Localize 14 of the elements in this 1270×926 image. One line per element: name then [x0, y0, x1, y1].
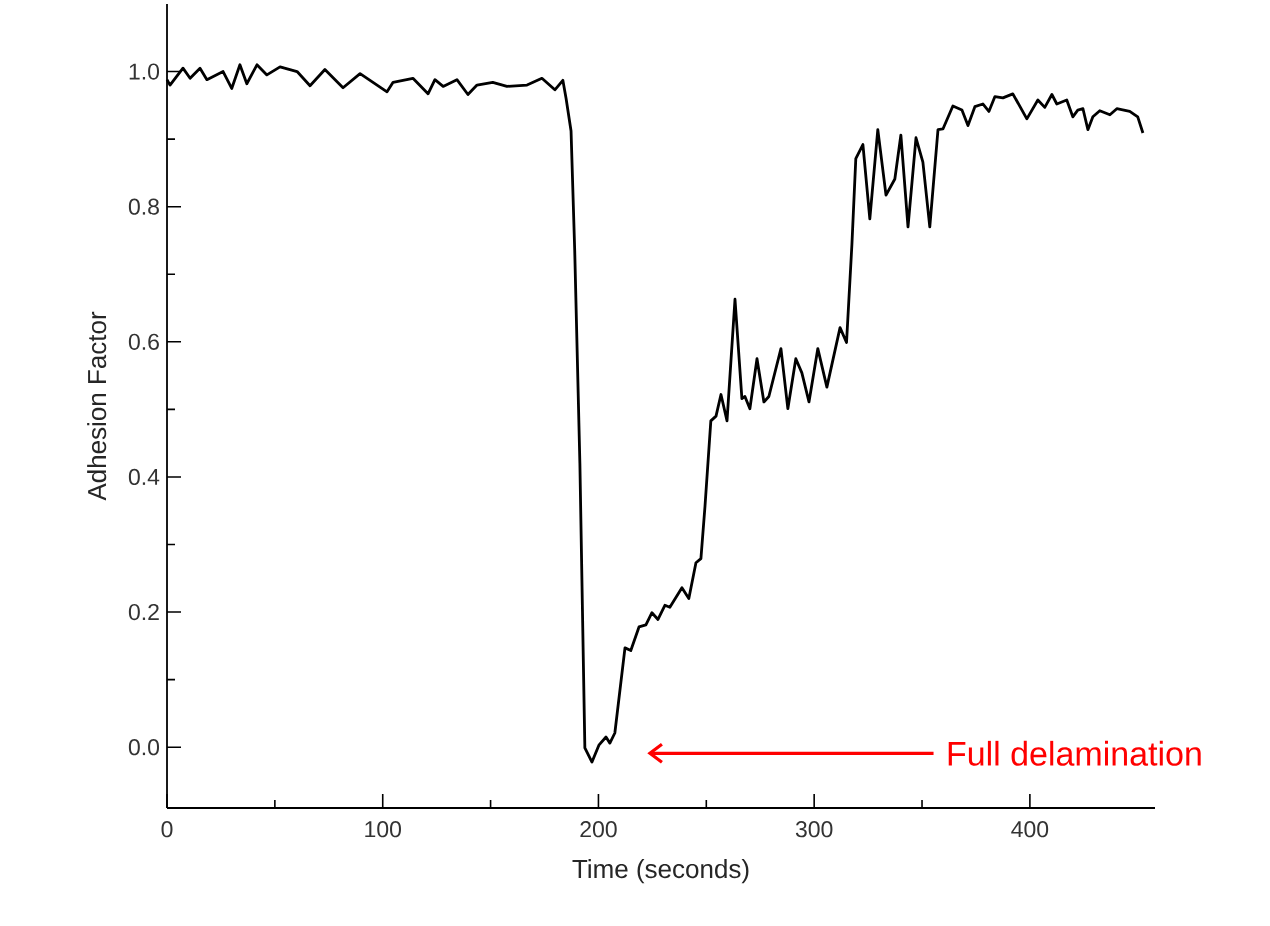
- x-tick-label: 0: [161, 821, 173, 838]
- x-tick-label: 400: [1011, 821, 1049, 838]
- y-axis-title: Adhesion Factor: [87, 311, 107, 501]
- annotation: Full delamination: [948, 740, 1201, 766]
- y-tick-label: 0.2: [128, 603, 159, 621]
- x-tick-label: 300: [795, 821, 833, 838]
- x-tick-label: 200: [580, 821, 617, 838]
- x-tick-label: 100: [365, 821, 401, 838]
- y-tick-label: 0.6: [128, 333, 159, 350]
- x-axis-title: Time (seconds): [572, 859, 749, 884]
- y-tick-label: 0.4: [128, 468, 160, 486]
- y-tick-label: 1.0: [129, 63, 160, 80]
- y-tick-label: 0.0: [128, 739, 160, 756]
- y-tick-label: 0.8: [128, 198, 159, 215]
